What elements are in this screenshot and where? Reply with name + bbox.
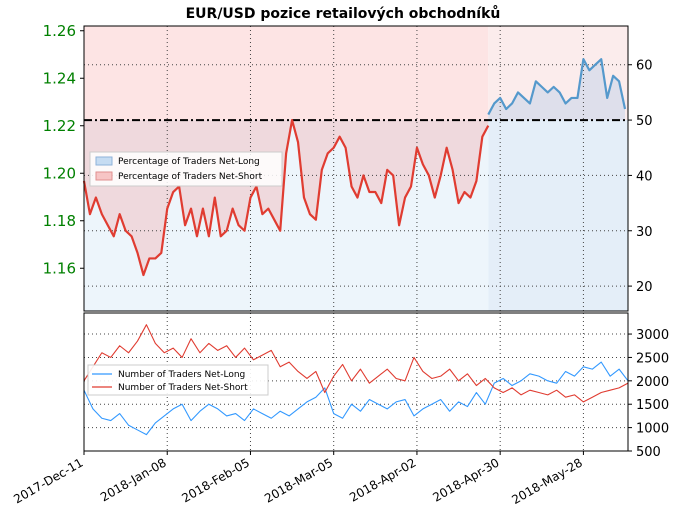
bottom-legend: Number of Traders Net-Long Number of Tra… (87, 364, 269, 396)
legend-label-net-short-count: Number of Traders Net-Short (118, 383, 248, 393)
bottom-legend-box (87, 364, 269, 396)
left-tick-label-1: 1.18 (43, 212, 76, 230)
legend-label-net-long: Percentage of Traders Net-Long (118, 157, 260, 167)
right-tick-label-0: 20 (636, 280, 653, 295)
net-long-count-line (83, 361, 629, 436)
right-percentage-axis: 20 30 40 50 60 (628, 59, 653, 295)
net-short-band (84, 26, 489, 121)
net-short-count-line (83, 324, 629, 403)
net-short-percentage-line (82, 118, 490, 277)
legend-label-net-short: Percentage of Traders Net-Short (118, 172, 263, 182)
bottom-panel-frame (83, 312, 629, 452)
left-tick-label-3: 1.22 (43, 117, 76, 135)
right-count-axis: 500 1000 1500 2000 2500 3000 (628, 328, 669, 460)
top-legend: Percentage of Traders Net-Long Percentag… (89, 151, 283, 187)
left-tick-label-4: 1.24 (43, 69, 76, 87)
top-legend-box (89, 151, 283, 187)
right-tick-label-2: 40 (636, 169, 653, 184)
count-tick-label-0: 500 (636, 445, 661, 460)
net-long-band (488, 120, 628, 311)
count-tick-label-4: 2500 (636, 351, 669, 366)
left-tick-label-0: 1.16 (43, 259, 76, 277)
left-tick-label-2: 1.20 (43, 164, 76, 182)
top-panel-grid (83, 26, 628, 311)
count-tick-label-3: 2000 (636, 375, 669, 390)
legend-swatch-net-short (95, 171, 113, 181)
x-tick-label-3: 2018-Mar-05 (262, 455, 335, 505)
legend-label-net-long-count: Number of Traders Net-Long (118, 370, 245, 380)
legend-swatch-net-long (95, 156, 113, 166)
right-tick-label-4: 60 (636, 59, 653, 74)
net-long-percentage-line (487, 58, 627, 116)
left-tick-label-5: 1.26 (43, 22, 76, 40)
count-tick-label-5: 3000 (636, 328, 669, 343)
count-tick-label-1: 1000 (636, 422, 669, 437)
x-tick-label-1: 2018-Jan-08 (98, 455, 169, 504)
count-tick-label-2: 1500 (636, 398, 669, 413)
x-tick-label-6: 2018-May-28 (509, 455, 584, 507)
left-price-axis: 1.16 1.18 1.20 1.22 1.24 1.26 (43, 22, 84, 277)
right-tick-label-1: 30 (636, 225, 653, 240)
bottom-panel-series (83, 324, 629, 436)
x-tick-label-5: 2018-Apr-30 (430, 455, 501, 504)
top-panel-frame (83, 25, 629, 312)
x-tick-label-2: 2018-Feb-05 (179, 455, 252, 505)
top-panel-series (82, 58, 627, 277)
net-long-fill (488, 59, 626, 121)
right-tick-label-3: 50 (636, 114, 653, 129)
x-date-axis: 2017-Dec-11 2018-Jan-08 2018-Feb-05 2018-Ma… (11, 451, 585, 507)
x-tick-label-0: 2017-Dec-11 (11, 455, 85, 506)
x-tick-label-4: 2018-Apr-02 (347, 455, 418, 504)
chart-title: EUR/USD pozice retailových obchodníků (186, 5, 501, 22)
